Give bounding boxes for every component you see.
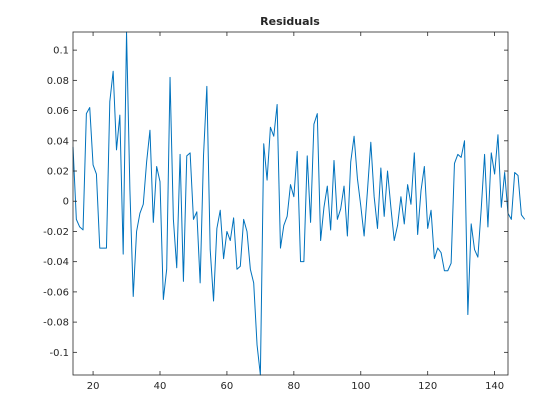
x-tick-label: 80 [287, 381, 300, 392]
y-tick-label: 0.08 [47, 76, 69, 87]
y-tick-label: -0.04 [43, 257, 69, 268]
x-tick-label: 60 [221, 381, 234, 392]
x-tick-label: 20 [87, 381, 100, 392]
y-tick-label: -0.1 [49, 348, 69, 359]
y-tick-label: -0.02 [43, 227, 69, 238]
y-tick-label: 0 [63, 197, 69, 208]
y-tick-label: -0.06 [43, 287, 69, 298]
x-tick-label: 100 [351, 381, 370, 392]
y-tick-label: 0.02 [47, 167, 69, 178]
x-tick-label: 120 [418, 381, 437, 392]
y-tick-label: 0.06 [47, 106, 69, 117]
y-tick-label: 0.04 [47, 136, 69, 147]
residuals-series-line [72, 31, 526, 376]
y-tick-label: -0.08 [43, 318, 69, 329]
x-axis-ticks: 20 40 60 80 100 120 140 [87, 32, 504, 392]
plot-area: -0.1 -0.08 -0.06 -0.04 -0.02 0 0.02 0.04 0.06 0.0… [43, 31, 526, 392]
axes-box [72, 31, 509, 376]
x-tick-label: 40 [154, 381, 167, 392]
x-tick-label: 140 [485, 381, 504, 392]
chart-title: Residuals [260, 15, 320, 28]
y-tick-label: 0.1 [53, 46, 69, 57]
y-axis-ticks: -0.1 -0.08 -0.06 -0.04 -0.02 0 0.02 0.04 0.06 0.0… [43, 46, 508, 359]
